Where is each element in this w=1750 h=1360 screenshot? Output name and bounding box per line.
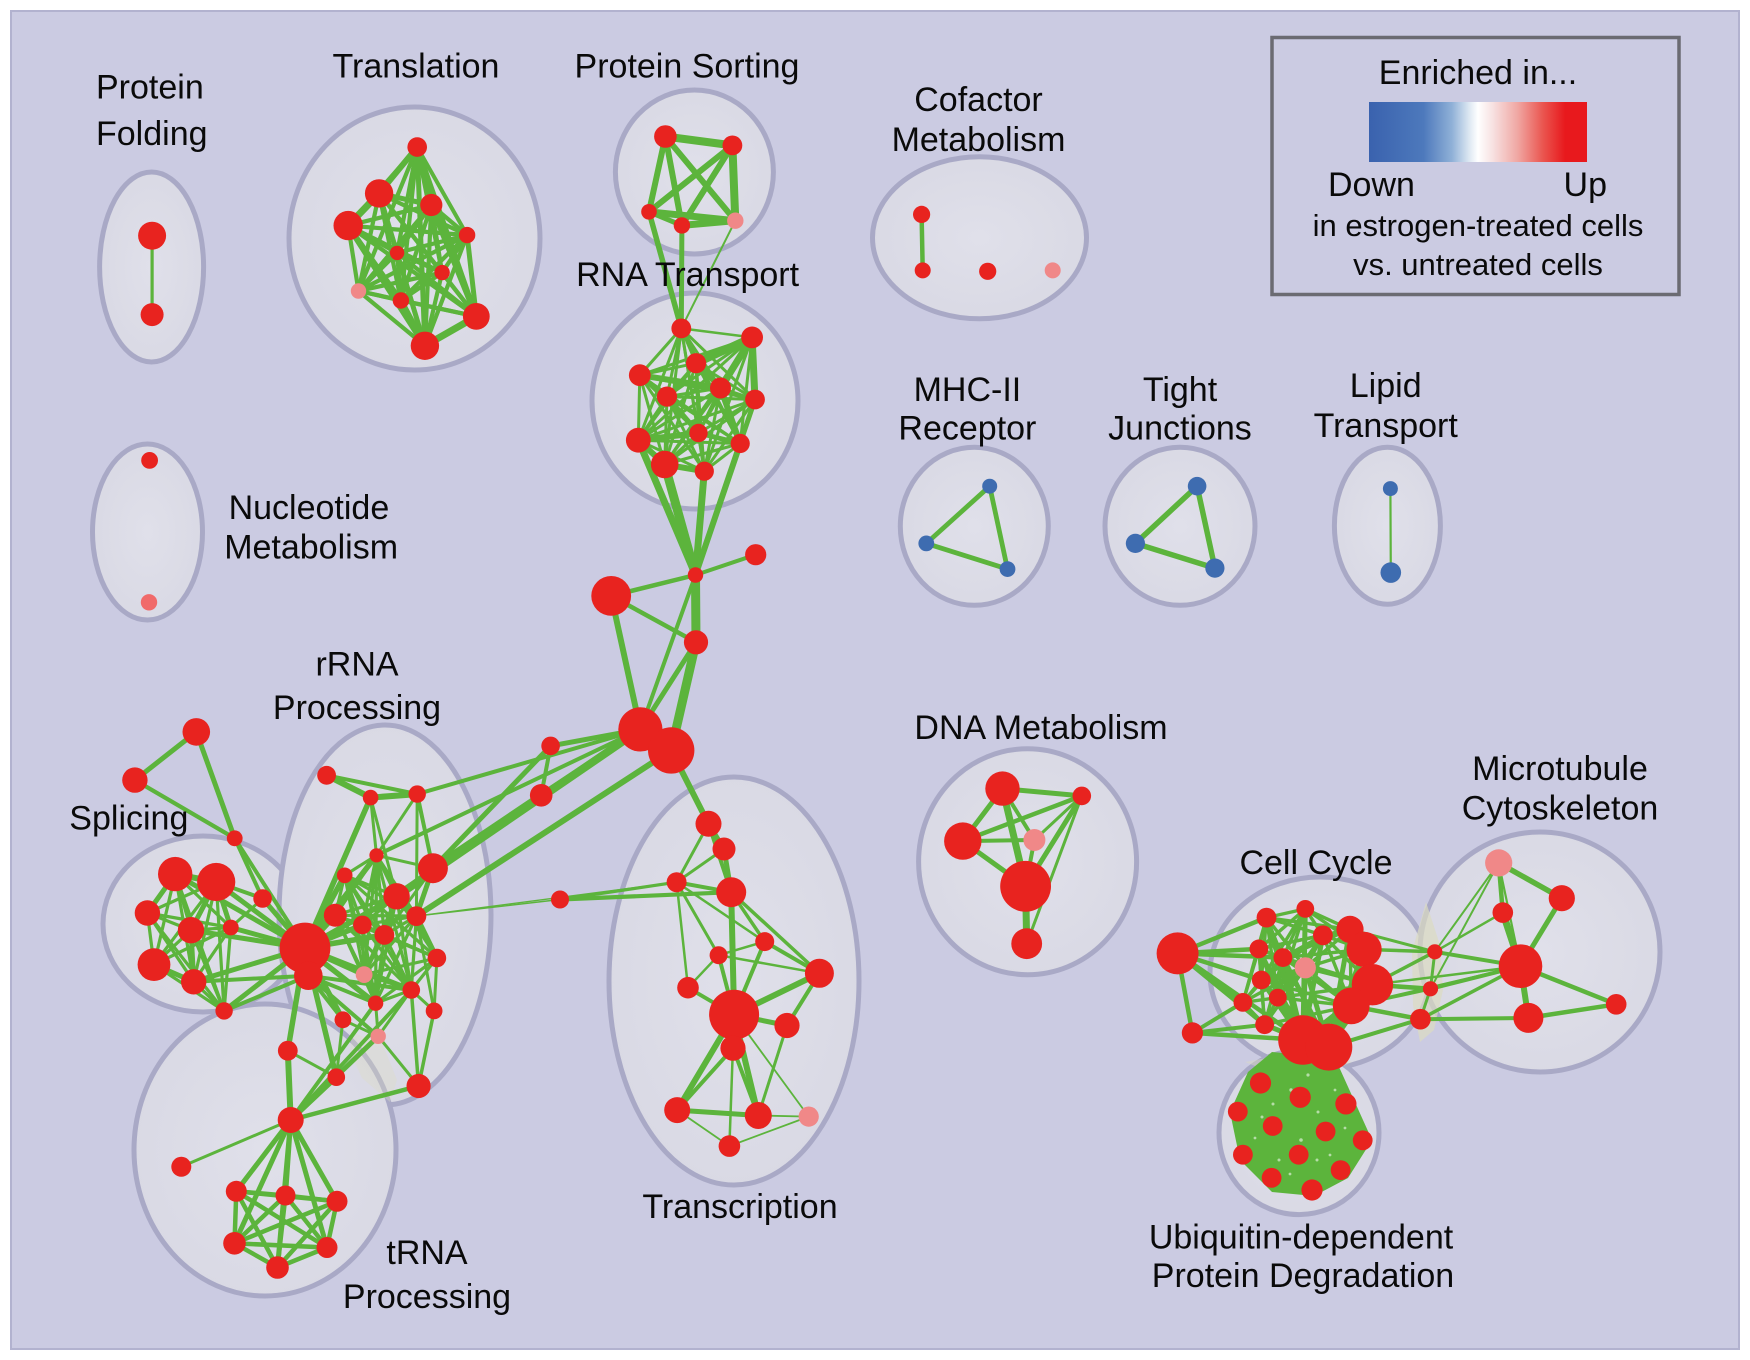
svg-text:Tight: Tight	[1143, 371, 1218, 409]
svg-text:Nucleotide: Nucleotide	[229, 489, 390, 527]
svg-text:Microtubule: Microtubule	[1472, 750, 1648, 788]
svg-text:MHC-II: MHC-II	[914, 371, 1022, 409]
svg-text:RNA Transport: RNA Transport	[576, 256, 800, 294]
svg-text:Transport: Transport	[1314, 407, 1459, 445]
svg-text:Lipid: Lipid	[1350, 367, 1422, 405]
svg-text:Ubiquitin-dependent: Ubiquitin-dependent	[1149, 1218, 1454, 1256]
svg-text:Receptor: Receptor	[898, 410, 1036, 448]
svg-text:vs. untreated cells: vs. untreated cells	[1353, 247, 1603, 282]
svg-text:tRNA: tRNA	[386, 1234, 468, 1272]
svg-text:Splicing: Splicing	[69, 800, 188, 838]
svg-text:Metabolism: Metabolism	[892, 121, 1066, 159]
svg-text:Processing: Processing	[343, 1278, 511, 1316]
svg-text:Translation: Translation	[333, 48, 500, 86]
svg-text:Cytoskeleton: Cytoskeleton	[1462, 789, 1659, 827]
svg-text:Cofactor: Cofactor	[914, 81, 1043, 119]
svg-text:Transcription: Transcription	[642, 1188, 837, 1226]
svg-text:Protein: Protein	[96, 69, 204, 107]
svg-text:Down: Down	[1328, 166, 1415, 204]
svg-text:rRNA: rRNA	[315, 645, 398, 683]
svg-text:Junctions: Junctions	[1108, 410, 1252, 448]
svg-text:Up: Up	[1564, 166, 1607, 204]
svg-text:in estrogen-treated cells: in estrogen-treated cells	[1313, 208, 1644, 243]
svg-text:Cell Cycle: Cell Cycle	[1239, 844, 1392, 882]
svg-text:Protein Degradation: Protein Degradation	[1152, 1257, 1454, 1295]
svg-text:Processing: Processing	[273, 689, 441, 727]
svg-text:Folding: Folding	[96, 115, 208, 153]
svg-text:DNA Metabolism: DNA Metabolism	[914, 709, 1167, 747]
svg-text:Protein Sorting: Protein Sorting	[575, 48, 800, 86]
svg-text:Metabolism: Metabolism	[224, 528, 398, 566]
svg-text:Enriched in...: Enriched in...	[1379, 54, 1577, 92]
